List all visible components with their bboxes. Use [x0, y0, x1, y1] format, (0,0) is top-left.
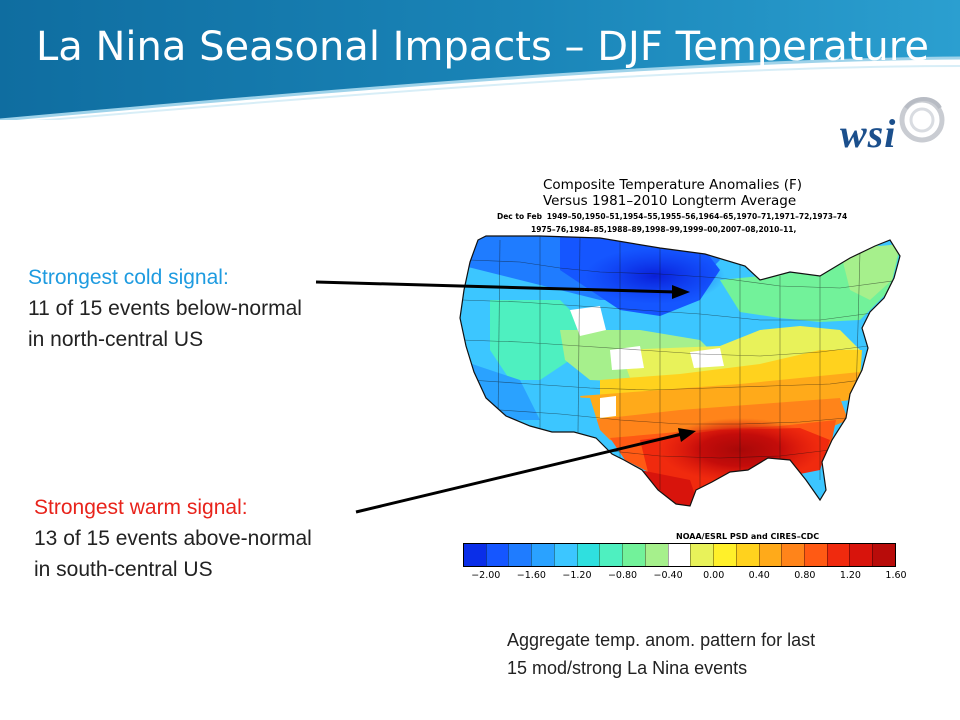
cold-signal-callout: Strongest cold signal: 11 of 15 events b… [28, 262, 302, 355]
slide-title: La Nina Seasonal Impacts – DJF Temperatu… [36, 24, 929, 70]
map-fill [460, 236, 900, 506]
map-credit: NOAA/ESRL PSD and CIRES–CDC [676, 532, 820, 541]
color-scale-swatch [644, 544, 668, 566]
color-scale-swatch [667, 544, 691, 566]
climate-division-borders [461, 236, 900, 500]
color-scale-tick-label: 0.00 [703, 570, 725, 581]
color-scale-swatch [485, 544, 509, 566]
logo-text: wsi [840, 111, 897, 156]
warm-signal-line2: in south-central US [34, 558, 213, 581]
map-caption: Aggregate temp. anom. pattern for last 1… [507, 626, 815, 682]
color-scale-swatch [849, 544, 873, 566]
us-outline [459, 235, 901, 507]
logo-swirl-icon [899, 97, 945, 143]
color-scale-swatch [531, 544, 554, 566]
color-scale-tick-label: 1.20 [839, 570, 861, 581]
color-scale-tick-label: 1.60 [885, 570, 907, 581]
warm-signal-arrow-line [355, 432, 683, 514]
color-scale-swatch [508, 544, 532, 566]
wsi-logo: wsi [836, 90, 946, 160]
color-scale-tick-label: −1.60 [516, 570, 546, 581]
color-scale-swatch [553, 544, 577, 566]
warm-signal-arrowhead-icon [678, 428, 696, 442]
color-scale-swatch [758, 544, 782, 566]
cold-signal-arrow-line [315, 280, 677, 294]
color-scale-tick-label: −0.40 [653, 570, 683, 581]
title-banner [0, 0, 960, 120]
color-scale-tick-label: −2.00 [471, 570, 501, 581]
map-title-line2: Versus 1981–2010 Longterm Average [543, 193, 797, 209]
color-scale-tick-label: −0.80 [607, 570, 638, 581]
color-scale-swatch [735, 544, 759, 566]
color-scale-swatch [781, 544, 805, 566]
color-scale-swatch [804, 544, 827, 566]
color-scale-tick-label: 0.40 [748, 570, 770, 581]
cold-signal-heading: Strongest cold signal: [28, 266, 229, 289]
warm-signal-heading: Strongest warm signal: [34, 496, 248, 519]
map-years-line2: 1975–76,1984–85,1988–89,1998–99,1999–00,… [531, 225, 797, 234]
color-scale-tick-label: 0.80 [794, 570, 816, 581]
map-years: Dec to Feb 1949–50,1950–51,1954–55,1955–… [497, 210, 847, 236]
color-scale-tick-label: −1.20 [562, 570, 592, 581]
warm-signal-line1: 13 of 15 events above-normal [34, 527, 312, 550]
neutral-regions [570, 306, 724, 418]
caption-line1: Aggregate temp. anom. pattern for last [507, 630, 816, 650]
color-scale-swatch [872, 544, 895, 566]
map-title: Composite Temperature Anomalies (F) Vers… [543, 177, 802, 209]
color-scale-swatch [576, 544, 600, 566]
color-scale-swatch [690, 544, 714, 566]
caption-line2: 15 mod/strong La Nina events [507, 658, 748, 678]
cold-signal-line2: in north-central US [28, 328, 204, 351]
cold-signal-line1: 11 of 15 events below-normal [28, 297, 302, 320]
map-season-label: Dec to Feb [497, 212, 542, 221]
cold-signal-arrowhead-icon [672, 285, 690, 299]
color-scale-swatch [622, 544, 645, 566]
warm-signal-callout: Strongest warm signal: 13 of 15 events a… [34, 492, 312, 585]
map-years-line1: 1949–50,1950–51,1954–55,1955–56,1964–65,… [546, 212, 848, 221]
color-scale-swatch [713, 544, 736, 566]
color-scale-swatch [464, 544, 486, 566]
color-scale-bar [463, 543, 896, 567]
color-scale-swatch [826, 544, 850, 566]
color-scale-swatch [599, 544, 623, 566]
color-scale-ticks: −2.00 −1.60 −1.20 −0.80 −0.40 0.00 0.40 0.80 1.2… [463, 570, 906, 584]
map-title-line1: Composite Temperature Anomalies (F) [543, 177, 803, 193]
